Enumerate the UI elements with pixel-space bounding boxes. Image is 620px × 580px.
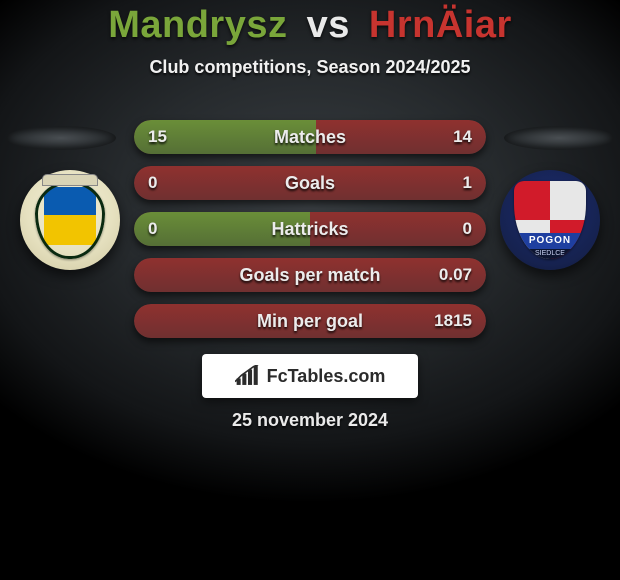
stat-row: Goals per match0.07 <box>134 258 486 292</box>
stat-label: Hattricks <box>134 212 486 246</box>
title: Mandrysz vs HrnÄiar <box>0 0 620 47</box>
stat-row: Hattricks0 0 <box>134 212 486 246</box>
stat-value-right: 14 <box>453 120 472 154</box>
vs-label: vs <box>299 4 358 46</box>
club-crest-right: POGON SIEDLCE <box>500 170 600 270</box>
player1-name: Mandrysz <box>108 4 287 46</box>
crest-right-text-bottom: SIEDLCE <box>514 249 586 259</box>
stat-value-right: 1815 <box>434 304 472 338</box>
date-text: 25 november 2024 <box>0 410 620 431</box>
branding-badge: FcTables.com <box>202 354 418 398</box>
crest-shadow-left <box>6 126 116 150</box>
stat-value-left: 15 <box>148 120 167 154</box>
subtitle: Club competitions, Season 2024/2025 <box>0 57 620 78</box>
crest-right-text-top: POGON <box>514 233 586 249</box>
bars-icon <box>235 365 261 387</box>
stat-value-left: 0 <box>148 166 157 200</box>
stat-rows: Matches1514Goals01Hattricks00Goals per m… <box>134 120 486 350</box>
club-badge-right: POGON SIEDLCE <box>514 181 586 259</box>
comparison-card: Mandrysz vs HrnÄiar Club competitions, S… <box>0 0 620 580</box>
club-crest-left <box>20 170 120 270</box>
stat-label: Goals <box>134 166 486 200</box>
stat-value-left: 0 <box>148 212 157 246</box>
club-badge-left <box>35 181 105 259</box>
stat-row: Goals0 1 <box>134 166 486 200</box>
stat-row: Min per goal1815 <box>134 304 486 338</box>
stat-label: Matches <box>134 120 486 154</box>
player2-name: HrnÄiar <box>369 4 512 46</box>
crest-shadow-right <box>504 126 614 150</box>
stat-value-right: 1 <box>463 166 472 200</box>
branding-text: FcTables.com <box>267 366 386 387</box>
stat-value-right: 0.07 <box>439 258 472 292</box>
stat-label: Goals per match <box>134 258 486 292</box>
stat-row: Matches15 14 <box>134 120 486 154</box>
stat-value-right: 0 <box>463 212 472 246</box>
